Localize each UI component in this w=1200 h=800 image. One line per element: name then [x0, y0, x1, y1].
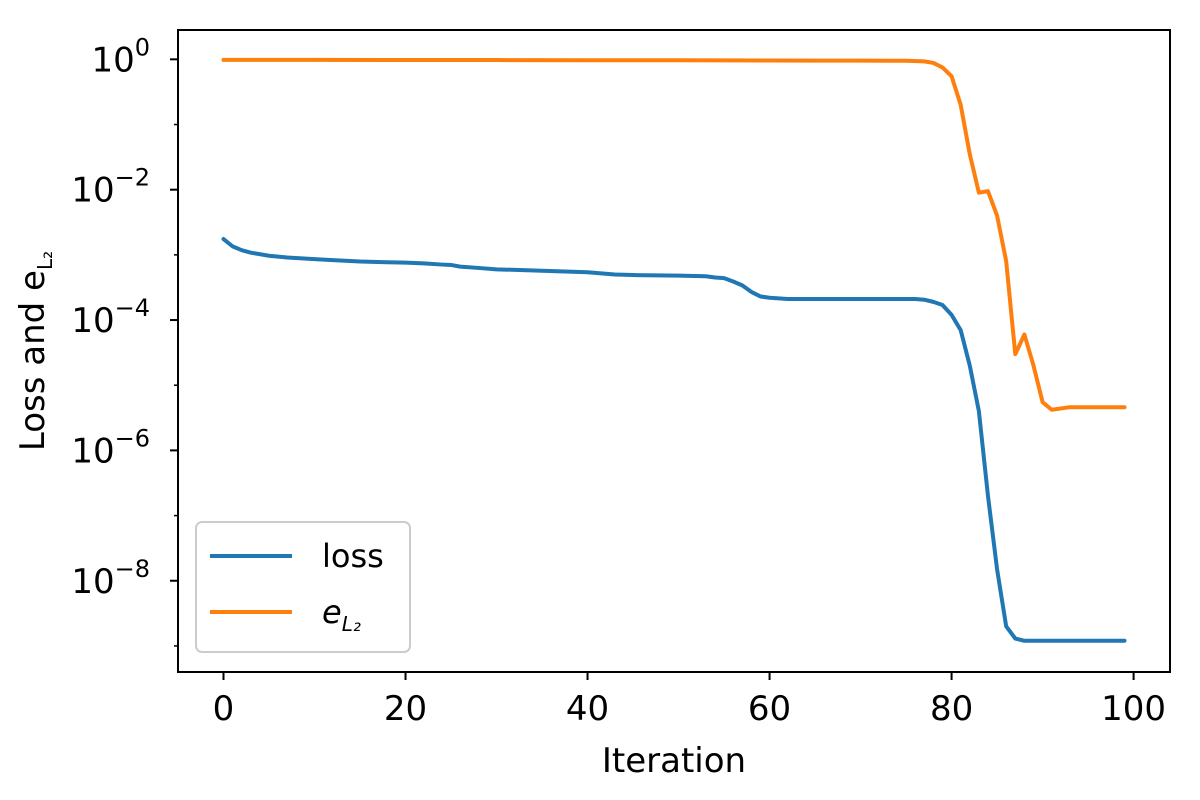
x-tick-label: 20: [384, 689, 427, 729]
y-axis-label-main: Loss and e: [13, 270, 53, 451]
legend-label-loss: loss: [322, 537, 384, 575]
plot-frame: [177, 29, 1171, 673]
plot-area: 0 20 40 60 80 10010010−210−410−610−8Iteration…: [13, 29, 1171, 781]
y-tick-base: 10: [71, 171, 114, 211]
y-tick-base: 10: [71, 431, 114, 471]
legend-label-main: e: [322, 593, 342, 631]
series-line-loss: [221, 237, 1127, 643]
legend-label-subscript: L₂: [342, 612, 361, 636]
x-tick-label: 100: [1101, 689, 1166, 729]
legend: loss eL₂: [195, 521, 411, 653]
y-tick-label: 10−8: [71, 555, 150, 602]
y-tick-base: 10: [71, 301, 114, 341]
series-line-el2: [221, 57, 1127, 412]
y-tick-exponent: −4: [115, 294, 150, 322]
y-tick-exponent: −8: [115, 555, 150, 583]
y-tick-base: 10: [71, 562, 114, 602]
x-axis-label: Iteration: [602, 741, 746, 781]
y-tick-label: 100: [91, 33, 150, 80]
x-tick-label: 80: [930, 689, 973, 729]
x-tick-label: 0: [213, 689, 235, 729]
x-tick-label: 60: [748, 689, 791, 729]
y-tick-label: 10−4: [71, 294, 150, 341]
y-tick-base: 10: [91, 40, 134, 80]
y-tick-label: 10−2: [71, 164, 150, 211]
y-axis-label-subscript: L₂: [33, 251, 57, 270]
legend-label-el2: eL₂: [322, 593, 361, 636]
y-tick-exponent: −2: [115, 164, 150, 192]
y-tick-exponent: −6: [115, 424, 150, 452]
y-tick-exponent: 0: [135, 33, 150, 61]
y-tick-label: 10−6: [71, 424, 150, 471]
x-tick-label: 40: [566, 689, 609, 729]
y-axis-label: Loss and eL₂: [13, 251, 57, 451]
